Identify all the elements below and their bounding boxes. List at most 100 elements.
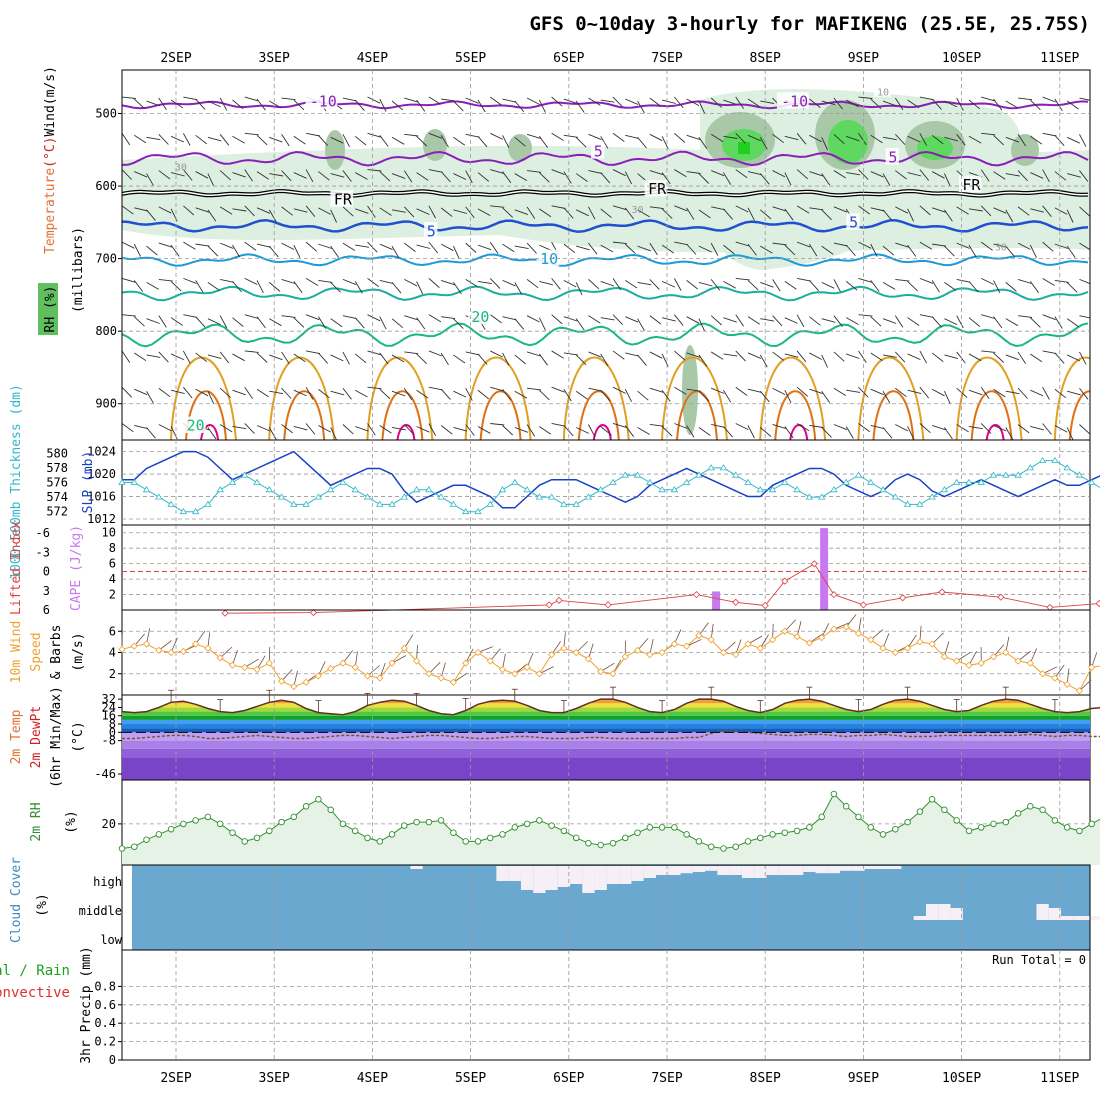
wind-barb [1066,100,1079,110]
wind-barb [379,135,389,147]
wind-barb [882,282,896,290]
precip-tick-label: 0.6 [94,998,116,1012]
wind-barb [538,317,546,331]
slp-tick-label: 1012 [87,512,116,526]
wind-speed-marker [302,678,310,686]
wind-barb [195,352,207,362]
rh-marker [437,817,445,824]
high-cloud-bar [852,866,865,871]
wind-barb [269,318,282,327]
li-marker [221,609,229,617]
slp-line [122,450,1100,509]
wind-barb [846,172,861,176]
wind-barb [637,318,645,332]
wind-barb [846,389,861,393]
rh-marker [192,817,199,824]
thickness-marker [977,478,985,485]
temp-tick-label: 0 [109,725,116,739]
wind-barb [207,318,221,326]
wind-barb [772,170,786,178]
wind-barb [723,99,737,106]
wind-barb [391,427,406,431]
thickness-marker [400,493,409,500]
precip-tick-label: 0.4 [94,1016,116,1030]
temp-tick-label: -46 [94,767,116,781]
temp-tick-label: -8 [102,734,116,748]
wind-barb [428,169,443,173]
top-date-label: 9SEP [848,51,879,66]
rh-marker [1039,806,1046,814]
wind-barb [858,169,869,180]
wind-barb [711,170,725,177]
wind-barb [759,137,768,150]
bottom-date-label: 9SEP [848,1071,879,1086]
wind-barb [379,388,391,400]
wind-barb [391,100,404,111]
wind-barb [698,427,711,436]
wind-barb [661,317,676,322]
wind-barb [563,316,578,322]
rh-marker [499,831,506,838]
wind-speed-marker [584,655,593,663]
wind-barb [649,315,662,325]
top-date-label: 11SEP [1040,51,1079,66]
wind-barb [1042,169,1050,183]
wind-barb [993,134,1005,146]
wind-barb [379,171,391,182]
wind-barb [367,132,382,138]
chart-title: GFS 0~10day 3-hourly for MAFIKENG (25.5E… [529,13,1090,35]
wind-barb [747,98,760,108]
wind-speed-marker [413,657,421,665]
rh-marker [290,813,298,821]
slp-ylabel: SLP (mb) [81,451,96,514]
wind-barb [440,135,449,148]
wind-barb [1005,173,1020,177]
wind-barb [907,99,920,109]
wind-barb [404,133,419,137]
contour-label-bg [467,307,491,325]
wind-barb [624,243,636,255]
rh-marker [842,803,850,810]
wind-barb [772,424,787,430]
label-part: 2m Temp [9,709,24,764]
wind-barb [1054,388,1067,399]
wind-speed-marker [1075,687,1084,695]
wind-barb [723,389,732,403]
wind-barb [207,136,222,142]
wind-barb [845,99,859,108]
wind-barb [944,427,953,440]
wind-barb [956,97,964,111]
wind-barb [784,390,792,403]
wind-barb [858,133,867,146]
wind-barb [330,282,341,293]
rh-marker [965,827,973,835]
wind-barb [809,243,818,257]
wind-barb [784,281,797,290]
wind-barb [1030,172,1044,179]
wind-speed-marker [523,663,531,671]
wind-barb [551,169,565,176]
wind-barb [342,351,350,365]
wind-barb [195,171,209,179]
wind-barb [526,424,536,437]
wind-barb [723,317,737,323]
wind-barb [219,424,233,433]
wind-barb [981,96,995,102]
wind-barb [133,280,144,292]
wind-barb [747,134,762,142]
wind-barb [1079,387,1089,400]
wind-barb [1054,171,1067,181]
label-part: 3hr Precip (mm) [79,946,94,1063]
wind-barb [1067,173,1081,178]
rh-marker [646,824,654,831]
wind-barb [1018,97,1033,101]
rh-marker [892,825,899,833]
wind-barb [379,279,394,285]
thickness-marker [118,478,126,485]
wind-barb [354,353,367,364]
wind-barb [1066,282,1078,293]
high-cloud-bar [827,866,841,874]
wind-barb [391,318,404,329]
wind-barb [784,135,799,141]
